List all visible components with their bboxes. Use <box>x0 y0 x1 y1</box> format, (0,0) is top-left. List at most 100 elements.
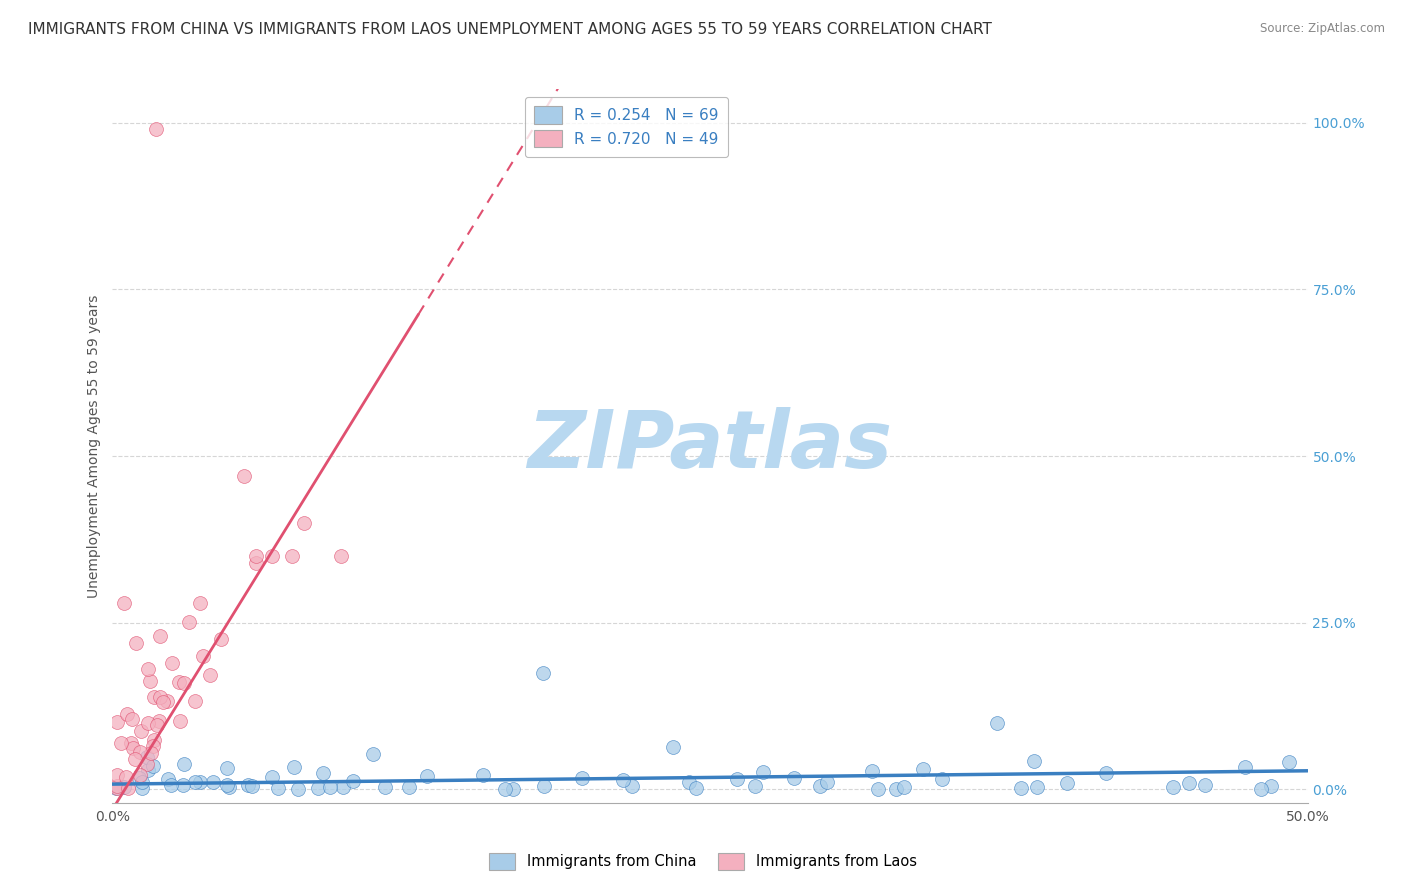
Point <box>531 665 554 680</box>
Point <box>117 781 139 796</box>
Point <box>292 516 315 530</box>
Point <box>233 469 256 483</box>
Point <box>307 780 329 795</box>
Point <box>173 675 195 690</box>
Point <box>184 775 207 789</box>
Point <box>783 771 806 785</box>
Point <box>138 662 160 676</box>
Point <box>157 772 180 787</box>
Point <box>167 674 190 689</box>
Point <box>329 549 352 563</box>
Point <box>361 747 384 761</box>
Point <box>162 656 183 670</box>
Point <box>121 712 143 726</box>
Point <box>110 736 132 750</box>
Point <box>342 773 364 788</box>
Point <box>612 772 634 787</box>
Point <box>179 615 201 629</box>
Point <box>125 636 148 650</box>
Point <box>280 549 302 563</box>
Point <box>884 781 907 796</box>
Point <box>115 707 138 722</box>
Point <box>986 715 1008 730</box>
Point <box>374 780 396 794</box>
Point <box>139 673 162 688</box>
Point <box>662 739 685 754</box>
Point <box>1278 755 1301 769</box>
Point <box>1025 780 1047 795</box>
Point <box>198 667 221 681</box>
Text: IMMIGRANTS FROM CHINA VS IMMIGRANTS FROM LAOS UNEMPLOYMENT AMONG AGES 55 TO 59 Y: IMMIGRANTS FROM CHINA VS IMMIGRANTS FROM… <box>28 22 993 37</box>
Point <box>866 781 889 796</box>
Point <box>260 770 283 784</box>
Point <box>287 781 309 796</box>
Point <box>136 749 159 764</box>
Point <box>1194 778 1216 792</box>
Point <box>136 763 159 777</box>
Point <box>245 549 267 563</box>
Point <box>136 756 159 771</box>
Point <box>744 779 766 793</box>
Point <box>120 736 142 750</box>
Text: Source: ZipAtlas.com: Source: ZipAtlas.com <box>1260 22 1385 36</box>
Point <box>1095 766 1118 780</box>
Point <box>860 764 883 779</box>
Point <box>571 771 593 785</box>
Point <box>191 648 214 663</box>
Point <box>115 770 138 784</box>
Point <box>188 596 211 610</box>
Point <box>893 780 915 794</box>
Point <box>159 778 181 792</box>
Legend: R = 0.254   N = 69, R = 0.720   N = 49: R = 0.254 N = 69, R = 0.720 N = 49 <box>524 97 728 157</box>
Y-axis label: Unemployment Among Ages 55 to 59 years: Unemployment Among Ages 55 to 59 years <box>87 294 101 598</box>
Point <box>283 760 305 774</box>
Point <box>471 768 494 782</box>
Point <box>621 779 644 793</box>
Point <box>172 778 194 792</box>
Point <box>142 758 165 772</box>
Point <box>1010 781 1032 796</box>
Point <box>502 781 524 796</box>
Point <box>215 778 238 792</box>
Point <box>685 780 707 795</box>
Point <box>129 724 152 739</box>
Point <box>124 752 146 766</box>
Point <box>332 780 354 794</box>
Point <box>152 694 174 708</box>
Point <box>149 629 172 643</box>
Point <box>131 775 153 789</box>
Point <box>319 780 342 794</box>
Point <box>112 780 135 795</box>
Point <box>105 781 128 796</box>
Point <box>105 768 128 782</box>
Point <box>105 780 128 795</box>
Point <box>209 632 232 646</box>
Point <box>105 714 128 729</box>
Point <box>148 714 170 728</box>
Point <box>131 781 153 796</box>
Point <box>236 778 259 792</box>
Point <box>201 774 224 789</box>
Point <box>242 779 264 793</box>
Point <box>114 596 135 610</box>
Point <box>184 694 207 708</box>
Point <box>494 781 516 796</box>
Point <box>398 780 420 794</box>
Point <box>138 715 160 730</box>
Point <box>262 549 284 563</box>
Point <box>931 772 953 786</box>
Point <box>143 690 166 705</box>
Point <box>725 772 748 787</box>
Point <box>912 762 935 776</box>
Point <box>149 690 172 704</box>
Point <box>141 746 163 760</box>
Point <box>128 772 150 786</box>
Point <box>815 775 838 789</box>
Point <box>810 779 832 793</box>
Legend: Immigrants from China, Immigrants from Laos: Immigrants from China, Immigrants from L… <box>484 847 922 876</box>
Point <box>188 775 211 789</box>
Point <box>752 765 775 780</box>
Text: ZIPatlas: ZIPatlas <box>527 407 893 485</box>
Point <box>1161 780 1184 794</box>
Point <box>169 714 191 729</box>
